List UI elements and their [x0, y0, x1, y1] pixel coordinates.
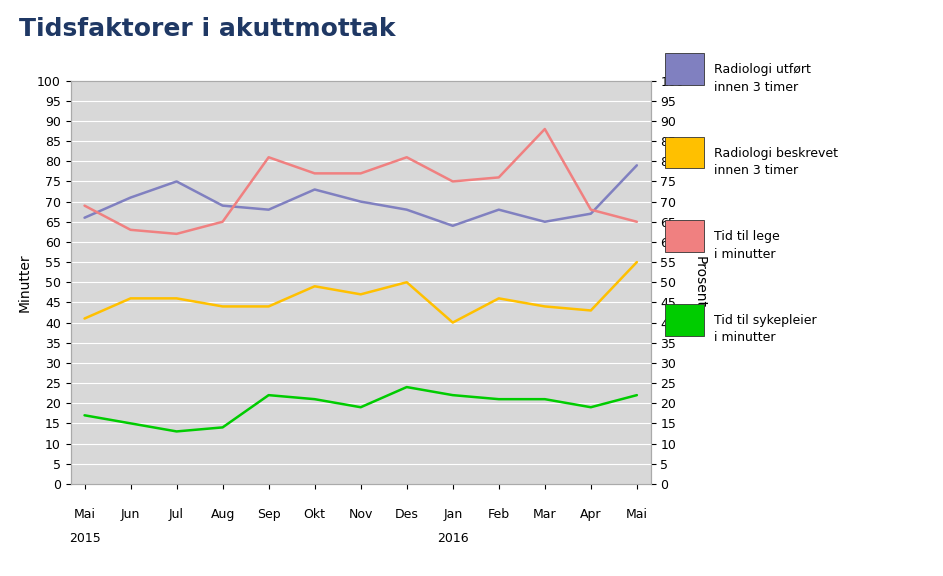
Text: i minutter: i minutter: [714, 248, 775, 261]
Text: Okt: Okt: [304, 508, 325, 521]
Text: innen 3 timer: innen 3 timer: [714, 81, 798, 94]
Text: 2015: 2015: [69, 532, 100, 545]
Text: Mar: Mar: [533, 508, 556, 521]
Text: Feb: Feb: [488, 508, 510, 521]
Text: Des: Des: [395, 508, 419, 521]
Text: Radiologi utført: Radiologi utført: [714, 63, 811, 77]
Text: Tidsfaktorer i akuttmottak: Tidsfaktorer i akuttmottak: [19, 17, 395, 41]
Text: Tid til lege: Tid til lege: [714, 230, 780, 244]
Text: Jul: Jul: [169, 508, 184, 521]
Text: Aug: Aug: [210, 508, 235, 521]
Text: Tid til sykepleier: Tid til sykepleier: [714, 314, 817, 327]
Text: Sep: Sep: [256, 508, 280, 521]
Text: i minutter: i minutter: [714, 331, 775, 344]
Y-axis label: Prosent: Prosent: [692, 256, 706, 308]
Text: innen 3 timer: innen 3 timer: [714, 164, 798, 177]
Text: Apr: Apr: [580, 508, 602, 521]
Text: Radiologi beskrevet: Radiologi beskrevet: [714, 147, 837, 160]
Text: Nov: Nov: [349, 508, 372, 521]
Text: Jan: Jan: [443, 508, 462, 521]
Y-axis label: Minutter: Minutter: [18, 253, 31, 312]
Text: Mai: Mai: [74, 508, 95, 521]
Text: Jun: Jun: [121, 508, 141, 521]
Text: 2016: 2016: [437, 532, 469, 545]
Text: Mai: Mai: [626, 508, 648, 521]
